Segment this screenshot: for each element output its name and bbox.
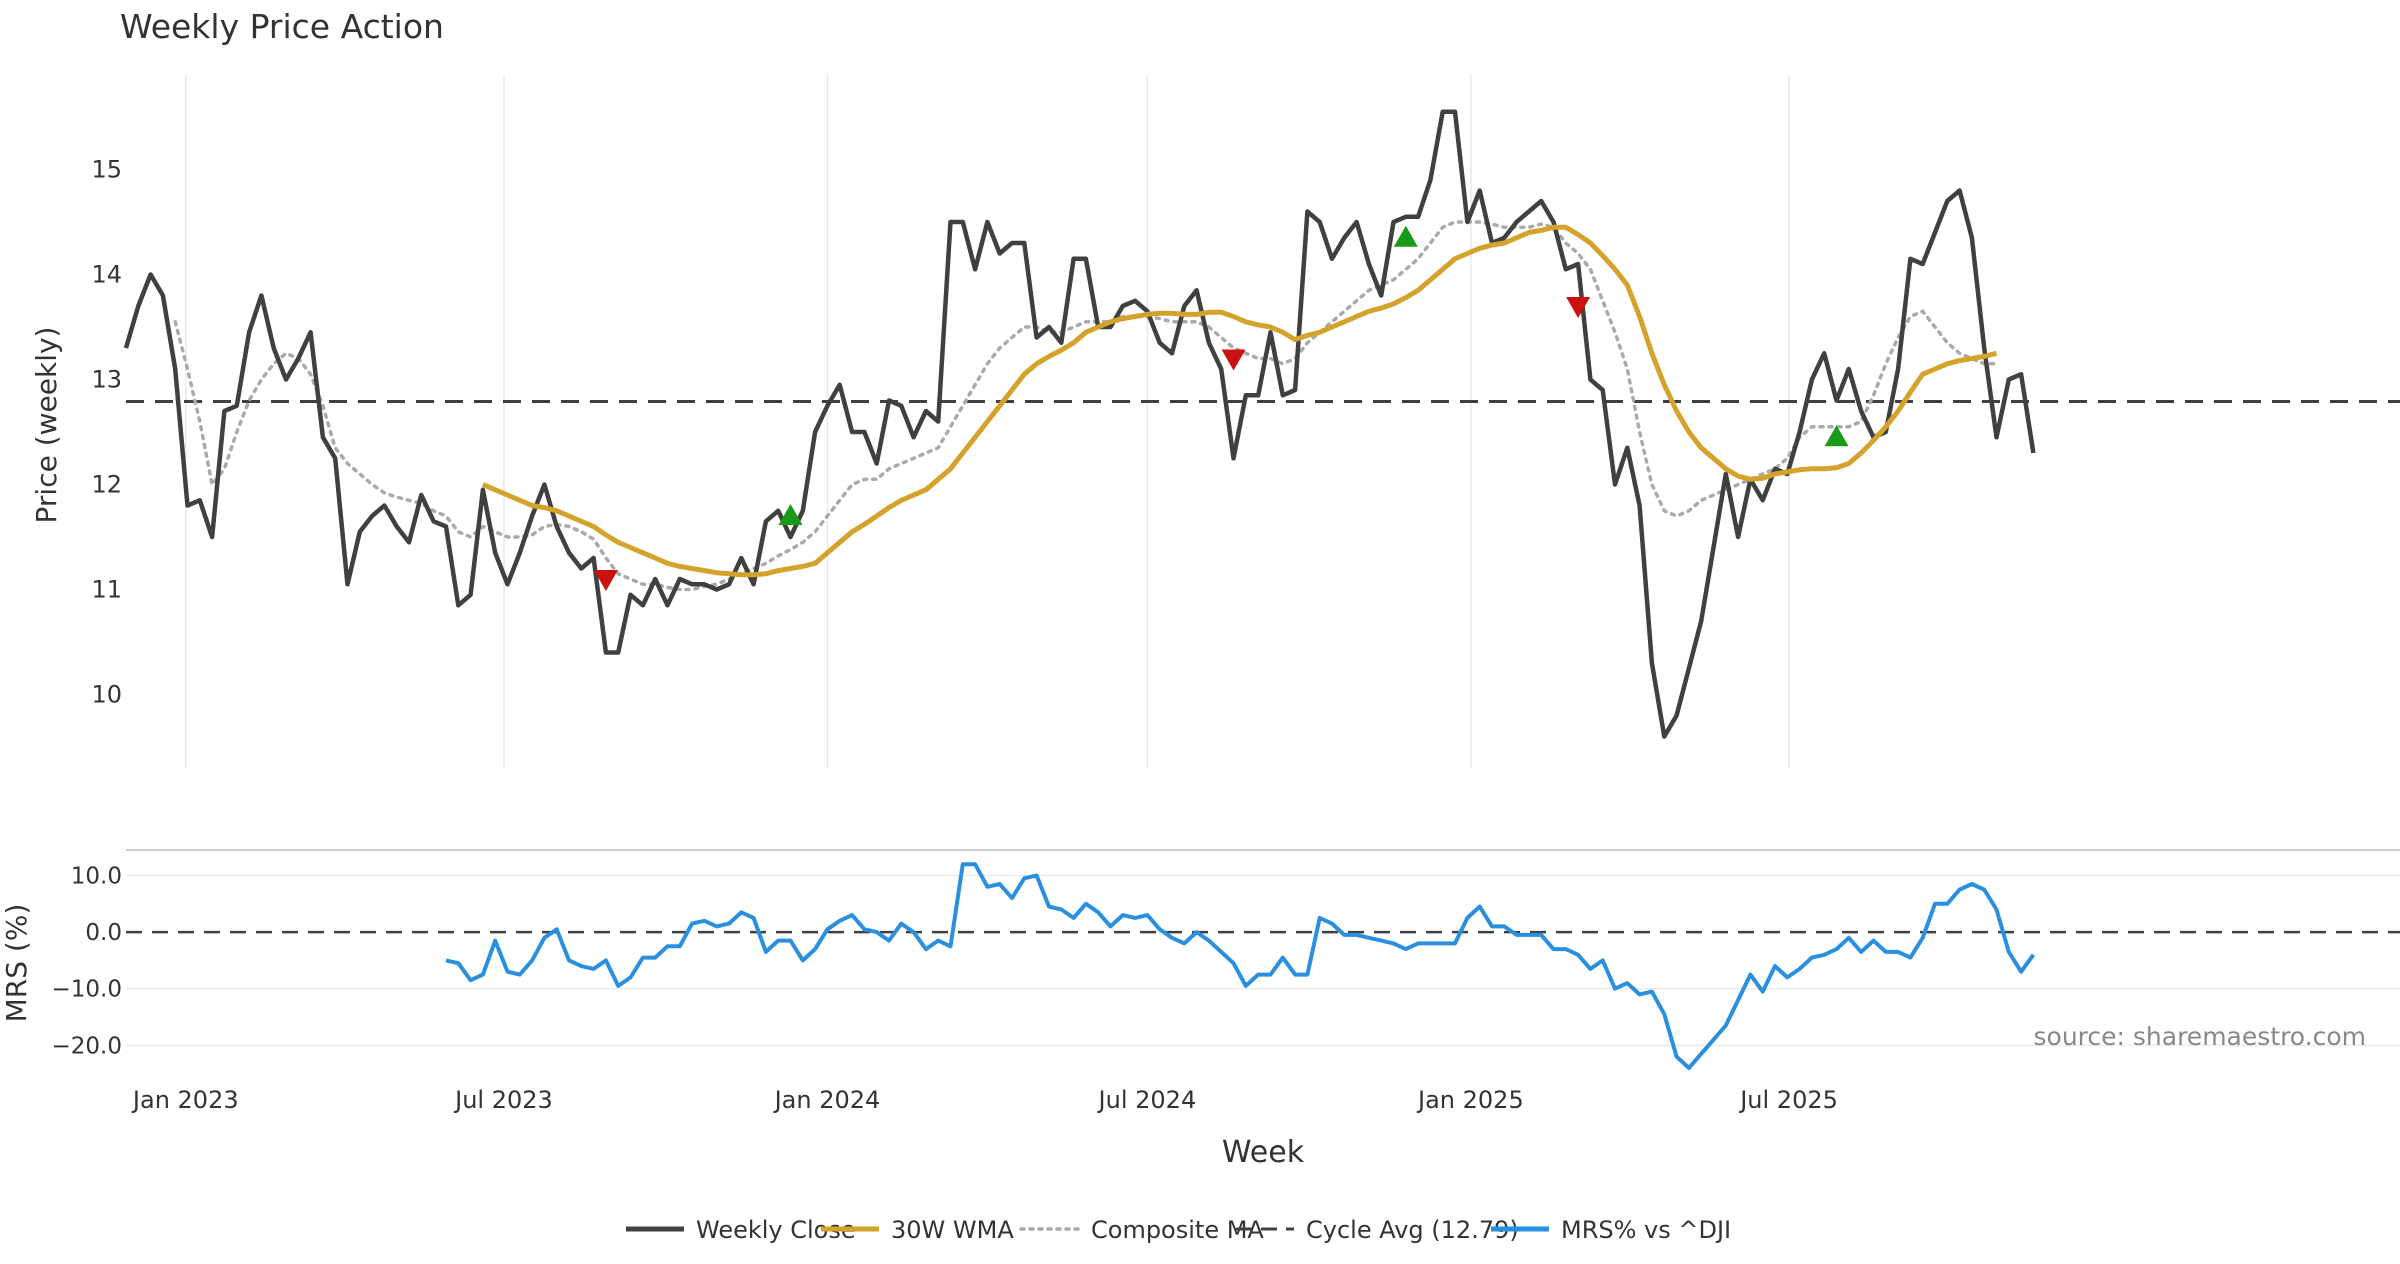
x-tick-label: Jul 2024 (1097, 1086, 1197, 1114)
mrs-line (445, 862, 2036, 1070)
buy-signal-marker (1393, 225, 1418, 247)
weekly-close-line (123, 109, 2036, 739)
mrs-gridlines (126, 874, 2400, 1047)
legend-label: Composite MA (1091, 1216, 1264, 1244)
x-tick-label: Jan 2023 (131, 1086, 239, 1114)
sell-signal-marker (1566, 297, 1591, 318)
price-y-tick-label: 12 (91, 471, 122, 499)
mrs-y-tick-label: 0.0 (85, 920, 122, 946)
legend-label: MRS% vs ^DJI (1561, 1216, 1731, 1244)
x-tick-label: Jul 2023 (453, 1086, 553, 1114)
price-y-tick-label: 10 (91, 681, 122, 709)
x-tick-label: Jan 2024 (773, 1086, 881, 1114)
mrs-ylabel: MRS (%) (0, 904, 33, 1023)
x-tick-label: Jan 2025 (1416, 1086, 1524, 1114)
price-gridlines (185, 75, 1790, 768)
legend: Weekly Close 30W WMA Composite MA Cycle Avg… (626, 1216, 1731, 1244)
price-yticks: 10 11 12 13 14 15 (91, 156, 122, 709)
wma-30w-line (481, 224, 1998, 578)
mrs-y-tick-label: 10.0 (71, 863, 122, 889)
chart-title: Weekly Price Action (120, 7, 444, 46)
legend-label: 30W WMA (891, 1216, 1014, 1244)
price-y-tick-label: 15 (91, 156, 122, 184)
x-axis-label: Week (1222, 1135, 1305, 1170)
sell-signal-marker (593, 570, 618, 591)
price-series (123, 109, 2400, 739)
sell-signal-marker (1221, 349, 1246, 371)
price-y-tick-label: 13 (91, 366, 122, 394)
source-annotation: source: sharemaestro.com (2034, 1022, 2367, 1051)
buy-signal-marker (1824, 425, 1849, 447)
legend-label: Cycle Avg (12.79) (1306, 1216, 1519, 1244)
mrs-yticks: 10.0 0.0 −10.0 −20.0 (52, 863, 122, 1059)
composite-ma-line (173, 220, 1999, 592)
mrs-series (445, 862, 2036, 1070)
signal-markers (593, 225, 1849, 591)
x-ticks: Jan 2023 Jul 2023 Jan 2024 Jul 2024 Jan 2025… (131, 1086, 1838, 1114)
price-y-tick-label: 14 (91, 261, 122, 289)
price-y-tick-label: 11 (91, 576, 122, 604)
price-ylabel: Price (weekly) (30, 327, 63, 524)
mrs-y-tick-label: −10.0 (52, 977, 122, 1003)
x-tick-label: Jul 2025 (1738, 1086, 1838, 1114)
mrs-y-tick-label: −20.0 (52, 1033, 122, 1059)
buy-signal-marker (778, 504, 803, 525)
